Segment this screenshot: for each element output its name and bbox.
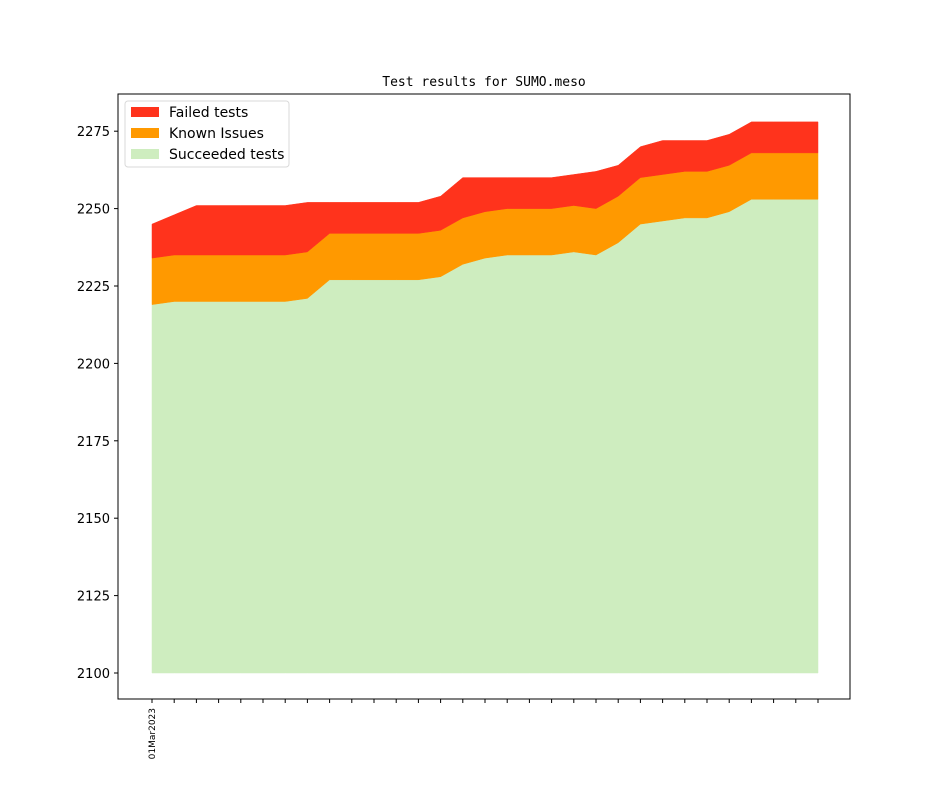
axes-frame bbox=[117, 93, 851, 700]
legend-label-failed: Failed tests bbox=[169, 105, 248, 121]
legend: Failed tests Known Issues Succeeded test… bbox=[124, 100, 290, 168]
legend-label-known: Known Issues bbox=[169, 126, 264, 142]
y-tick-label: 2200 bbox=[77, 357, 110, 372]
chart-title: Test results for SUMO.meso bbox=[382, 75, 586, 90]
y-tick-label: 2250 bbox=[77, 203, 110, 218]
legend-swatch-known bbox=[131, 128, 159, 138]
legend-swatch-failed bbox=[131, 107, 159, 117]
y-tick-label: 2175 bbox=[77, 435, 110, 450]
legend-frame bbox=[124, 100, 290, 168]
x-tick-label: 01Mar2023 bbox=[148, 708, 158, 759]
area-failed-tests bbox=[151, 121, 819, 259]
legend-swatch-succeeded bbox=[131, 149, 159, 159]
y-tick-label: 2225 bbox=[77, 280, 110, 295]
series-areas bbox=[151, 121, 819, 674]
y-tick-label: 2125 bbox=[77, 590, 110, 605]
x-axis: 01Mar2023 bbox=[148, 699, 819, 759]
legend-label-succeeded: Succeeded tests bbox=[169, 147, 284, 163]
y-tick-label: 2275 bbox=[77, 125, 110, 140]
y-tick-label: 2150 bbox=[77, 512, 110, 527]
y-axis: 2100 2125 2150 2175 2200 2225 2250 2275 bbox=[77, 125, 118, 682]
y-tick-label: 2100 bbox=[77, 667, 110, 682]
